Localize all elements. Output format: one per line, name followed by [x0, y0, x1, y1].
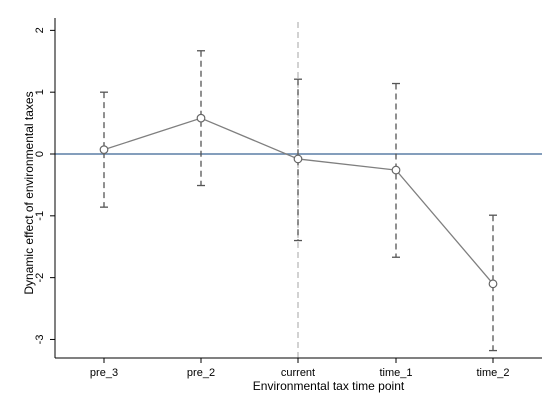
y-tick-label: -2 [34, 273, 46, 283]
y-ticks: -3 -2 -1 0 1 2 [34, 27, 55, 344]
y-tick-label: -3 [34, 335, 46, 345]
x-axis-title: Environmental tax time point [253, 379, 405, 393]
x-tick-label: pre_3 [90, 367, 118, 379]
x-tick-label: time_2 [476, 367, 509, 379]
x-tick-label: current [281, 367, 315, 379]
y-axis-title: Dynamic effect of environmental taxes [22, 91, 36, 294]
y-tick-label: 1 [34, 89, 46, 95]
data-point [488, 279, 498, 289]
x-ticks: pre_3 pre_2 current time_1 time_2 [90, 358, 510, 379]
x-tick-label: pre_2 [187, 367, 215, 379]
y-tick-label: 0 [34, 151, 46, 157]
y-tick-label: 2 [34, 27, 46, 33]
y-tick-label: -1 [34, 211, 46, 221]
data-point [196, 113, 206, 123]
confidence-intervals [100, 50, 497, 352]
data-point [293, 154, 303, 164]
data-point [99, 145, 109, 155]
data-point [391, 165, 401, 175]
series [99, 113, 498, 289]
axes: -3 -2 -1 0 1 2 pre_3 pre_2 current time_1 time_2 [34, 18, 542, 379]
x-tick-label: time_1 [379, 367, 412, 379]
